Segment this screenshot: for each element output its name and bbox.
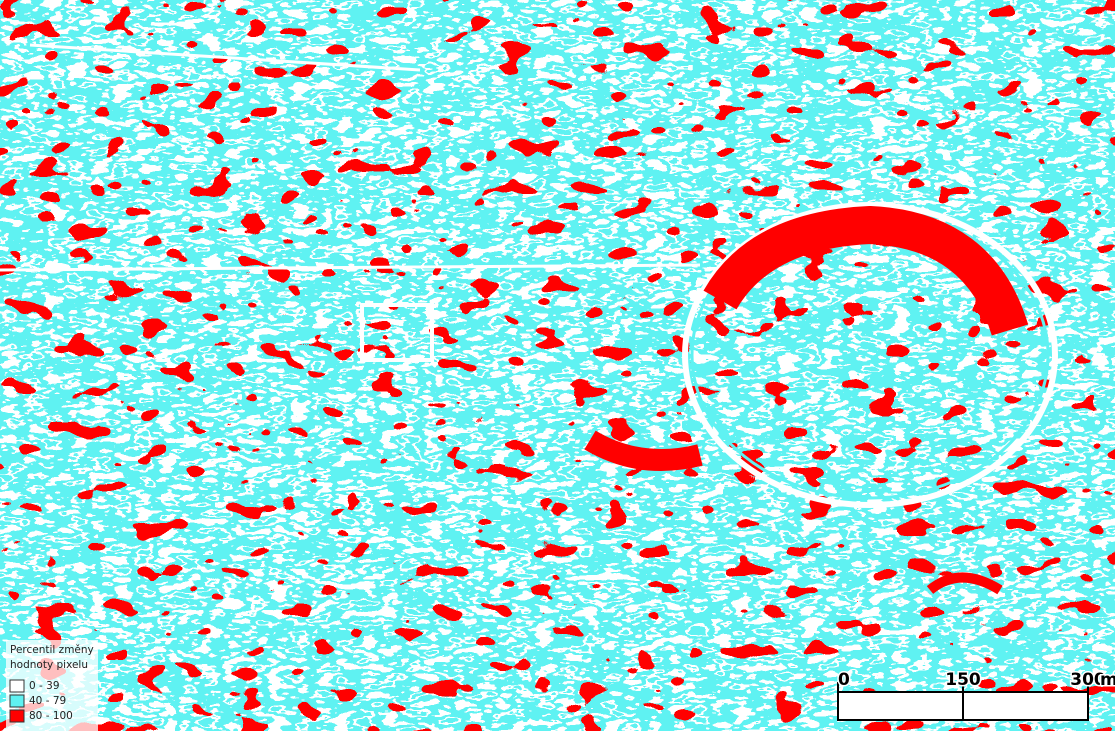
legend-label: 40 - 79	[29, 695, 66, 707]
legend-swatch	[10, 695, 24, 707]
scale-unit: m	[1100, 670, 1115, 690]
scale-tick-label: 0	[838, 670, 850, 690]
scale-segment	[838, 692, 963, 720]
scale-tick-label: 150	[945, 670, 981, 690]
legend-title-line: hodnoty pixelu	[10, 659, 88, 671]
scale-segment	[963, 692, 1088, 720]
legend-swatch	[10, 710, 24, 722]
legend-label: 80 - 100	[29, 710, 73, 722]
map: Percentil změny hodnoty pixelu 0 - 39 40 -…	[0, 0, 1115, 731]
legend-label: 0 - 39	[29, 680, 60, 692]
page: {"legend": {"title": "Percentil změny ho…	[0, 0, 1115, 731]
legend-swatch	[10, 680, 24, 692]
red-class-layer	[0, 0, 1115, 731]
legend: Percentil změny hodnoty pixelu 0 - 39 40 -…	[6, 640, 98, 731]
legend-title-line: Percentil změny	[10, 644, 94, 656]
